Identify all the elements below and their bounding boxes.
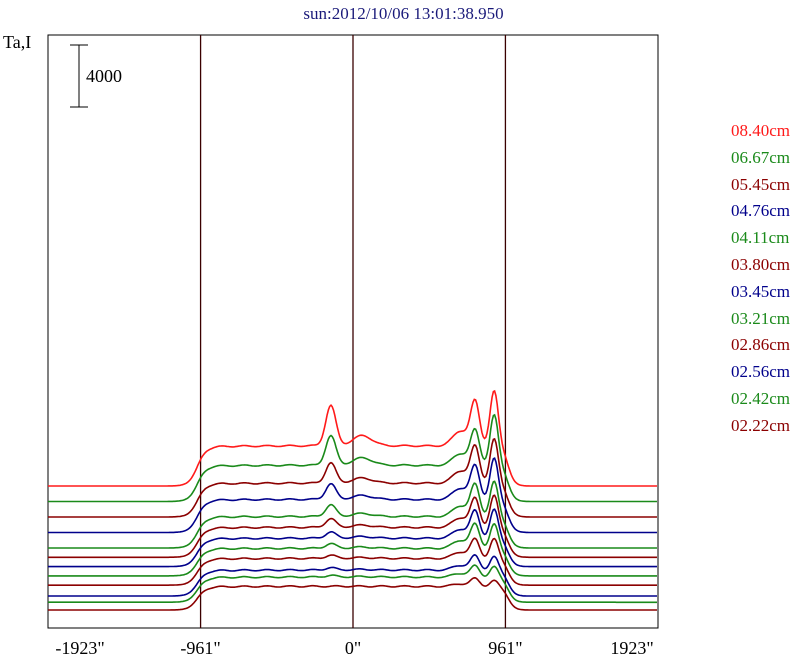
legend-item: 03.45cm <box>731 281 791 301</box>
series-line-04.76cm <box>48 457 657 534</box>
legend: 08.40cm 06.67cm 05.45cm 04.76cm 04.11cm 03.80… <box>731 118 790 440</box>
x-tick-label: -1923" <box>55 638 105 658</box>
series-line-02.56cm <box>48 554 657 597</box>
legend-item: 02.42cm <box>731 388 791 408</box>
chart-title: sun:2012/10/06 13:01:38.950 <box>303 4 504 23</box>
vertical-reference-lines <box>199 35 507 628</box>
scale-bar-label: 4000 <box>86 66 122 86</box>
y-axis-label: Ta,I <box>3 32 32 52</box>
legend-item: 04.76cm <box>731 201 791 221</box>
legend-item: 06.67cm <box>731 147 791 167</box>
series-line-02.22cm <box>48 576 657 611</box>
legend-item: 02.86cm <box>731 335 791 355</box>
legend-item: 08.40cm <box>731 121 791 140</box>
series-line-08.40cm <box>48 389 657 487</box>
legend-item: 02.22cm <box>731 415 791 435</box>
x-tick-label: 0" <box>344 638 362 658</box>
series-line-03.80cm <box>48 494 657 559</box>
legend-item: 02.56cm <box>731 362 791 382</box>
series-line-03.21cm <box>48 522 657 577</box>
x-tick-label: 961" <box>488 638 523 658</box>
x-tick-label: -961" <box>180 638 221 658</box>
series-line-02.86cm <box>48 537 657 587</box>
scale-bar <box>70 44 88 108</box>
series-line-04.11cm <box>48 480 657 549</box>
x-tick-label: 1923" <box>610 638 654 658</box>
legend-item: 04.11cm <box>731 228 790 248</box>
legend-item: 03.80cm <box>731 254 791 274</box>
legend-item: 05.45cm <box>731 174 791 194</box>
series-line-03.45cm <box>48 508 657 568</box>
series-line-05.45cm <box>48 437 657 518</box>
series-traces <box>47 389 657 611</box>
legend-item: 03.21cm <box>731 308 791 328</box>
series-line-06.67cm <box>48 413 657 503</box>
series-line-02.42cm <box>47 564 657 604</box>
